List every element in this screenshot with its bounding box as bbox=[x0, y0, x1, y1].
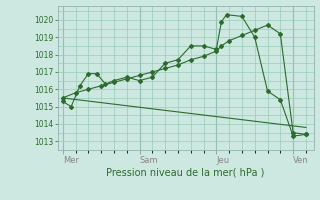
X-axis label: Pression niveau de la mer( hPa ): Pression niveau de la mer( hPa ) bbox=[107, 167, 265, 177]
